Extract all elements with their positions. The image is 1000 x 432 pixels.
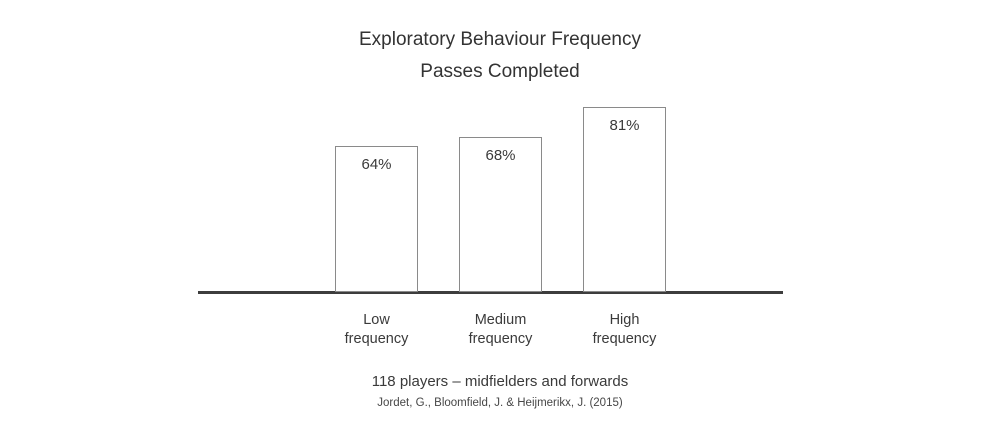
- bar-value-label: 68%: [485, 147, 516, 164]
- bar-value-label: 81%: [609, 117, 640, 134]
- x-tick-label: Medium frequency: [468, 312, 533, 347]
- x-tick-label: Low frequency: [344, 312, 409, 347]
- bar-medium-frequency: 68%: [459, 137, 542, 292]
- x-tick-label: High frequency: [592, 312, 657, 347]
- x-axis-line: [198, 291, 783, 294]
- chart-title: Exploratory Behaviour Frequency: [359, 29, 641, 50]
- citation: Jordet, G., Bloomfield, J. & Heijmerikx,…: [377, 397, 623, 409]
- bar-high-frequency: 81%: [583, 107, 666, 292]
- bar-value-label: 64%: [361, 156, 392, 173]
- sample-caption: 118 players – midfielders and forwards: [371, 373, 629, 390]
- chart-subtitle: Passes Completed: [420, 61, 580, 82]
- bar-low-frequency: 64%: [335, 146, 418, 292]
